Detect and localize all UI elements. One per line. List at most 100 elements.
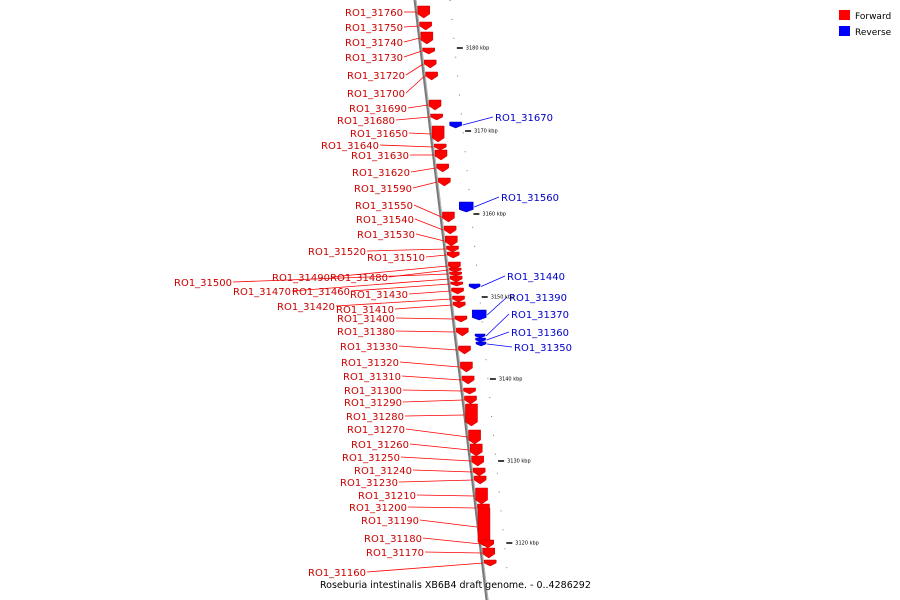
forward-gene-glyph[interactable] bbox=[475, 487, 488, 505]
forward-gene-label[interactable]: RO1_31200 bbox=[349, 503, 407, 514]
forward-gene-glyph[interactable] bbox=[446, 251, 460, 259]
forward-gene-label[interactable]: RO1_31420 bbox=[277, 302, 335, 313]
forward-gene-glyph[interactable] bbox=[449, 275, 463, 283]
reverse-gene-glyph[interactable] bbox=[458, 201, 474, 213]
forward-gene-glyph[interactable] bbox=[458, 345, 471, 355]
forward-gene-glyph[interactable] bbox=[436, 163, 449, 173]
forward-gene-label[interactable]: RO1_31590 bbox=[354, 184, 412, 195]
reverse-gene-label[interactable]: RO1_31390 bbox=[509, 293, 567, 304]
forward-gene-glyph[interactable] bbox=[425, 71, 438, 81]
forward-gene-label[interactable]: RO1_31740 bbox=[345, 38, 403, 49]
forward-gene-glyph[interactable] bbox=[472, 467, 486, 477]
forward-gene-label[interactable]: RO1_31550 bbox=[355, 201, 413, 212]
forward-gene-label[interactable]: RO1_31730 bbox=[345, 53, 403, 64]
reverse-gene-glyph[interactable] bbox=[475, 337, 486, 343]
forward-gene-label[interactable]: RO1_31430 bbox=[350, 290, 408, 301]
forward-gene-label[interactable]: RO1_31210 bbox=[358, 491, 416, 502]
forward-gene-glyph[interactable] bbox=[448, 267, 462, 273]
reverse-gene-glyph[interactable] bbox=[449, 121, 462, 129]
forward-gene-label[interactable]: RO1_31180 bbox=[364, 534, 422, 545]
reverse-gene-label[interactable]: RO1_31360 bbox=[511, 328, 569, 339]
forward-gene-label[interactable]: RO1_31680 bbox=[337, 116, 395, 127]
forward-gene-label[interactable]: RO1_31520 bbox=[308, 247, 366, 258]
forward-gene-glyph[interactable] bbox=[431, 125, 445, 143]
forward-gene-glyph[interactable] bbox=[430, 113, 443, 121]
forward-gene-glyph[interactable] bbox=[434, 149, 448, 161]
forward-gene-label[interactable]: RO1_31460 bbox=[292, 287, 350, 298]
forward-gene-glyph[interactable] bbox=[446, 245, 459, 253]
forward-gene-glyph[interactable] bbox=[452, 295, 465, 303]
reverse-gene-label[interactable]: RO1_31560 bbox=[501, 193, 559, 204]
forward-gene-glyph[interactable] bbox=[460, 361, 473, 373]
forward-gene-label[interactable]: RO1_31470 bbox=[233, 287, 291, 298]
forward-gene-label[interactable]: RO1_31300 bbox=[344, 386, 402, 397]
reverse-gene-label[interactable]: RO1_31670 bbox=[495, 113, 553, 124]
forward-gene-label[interactable]: RO1_31250 bbox=[342, 453, 400, 464]
reverse-gene-label[interactable]: RO1_31440 bbox=[507, 272, 565, 283]
forward-gene-glyph[interactable] bbox=[465, 403, 478, 427]
forward-gene-label[interactable]: RO1_31700 bbox=[347, 89, 405, 100]
forward-gene-label[interactable]: RO1_31280 bbox=[346, 412, 404, 423]
forward-gene-label[interactable]: RO1_31190 bbox=[361, 516, 419, 527]
forward-gene-glyph[interactable] bbox=[468, 429, 481, 445]
forward-gene-label[interactable]: RO1_31500 bbox=[174, 278, 232, 289]
forward-gene-label[interactable]: RO1_31240 bbox=[354, 466, 412, 477]
forward-gene-label[interactable]: RO1_31290 bbox=[344, 398, 402, 409]
reverse-gene-label[interactable]: RO1_31350 bbox=[514, 343, 572, 354]
reverse-gene-glyph[interactable] bbox=[468, 283, 481, 290]
forward-gene-label[interactable]: RO1_31540 bbox=[356, 215, 414, 226]
forward-gene-glyph[interactable] bbox=[434, 143, 447, 151]
forward-gene-label[interactable]: RO1_31690 bbox=[349, 104, 407, 115]
forward-gene-glyph[interactable] bbox=[452, 301, 466, 309]
forward-gene-glyph[interactable] bbox=[463, 387, 476, 395]
forward-gene-glyph[interactable] bbox=[423, 59, 437, 69]
forward-gene-glyph[interactable] bbox=[451, 287, 464, 295]
reverse-gene-label[interactable]: RO1_31370 bbox=[511, 310, 569, 321]
forward-gene-label[interactable]: RO1_31230 bbox=[340, 478, 398, 489]
forward-gene-label[interactable]: RO1_31750 bbox=[345, 23, 403, 34]
forward-gene-glyph[interactable] bbox=[445, 235, 458, 247]
forward-gene-label[interactable]: RO1_31490 bbox=[272, 273, 330, 284]
forward-gene-label[interactable]: RO1_31620 bbox=[352, 168, 410, 179]
forward-gene-label[interactable]: RO1_31310 bbox=[343, 372, 401, 383]
forward-gene-glyph[interactable] bbox=[419, 21, 432, 31]
forward-gene-label[interactable]: RO1_31630 bbox=[351, 151, 409, 162]
forward-gene-glyph[interactable] bbox=[464, 395, 477, 405]
forward-gene-glyph[interactable] bbox=[483, 559, 497, 567]
forward-gene-glyph[interactable] bbox=[450, 281, 464, 287]
forward-gene-glyph[interactable] bbox=[481, 539, 495, 549]
forward-gene-label[interactable]: RO1_31650 bbox=[350, 129, 408, 140]
forward-gene-glyph[interactable] bbox=[473, 475, 487, 485]
forward-gene-label[interactable]: RO1_31510 bbox=[367, 253, 425, 264]
forward-gene-glyph[interactable] bbox=[449, 271, 462, 277]
forward-gene-glyph[interactable] bbox=[454, 315, 468, 323]
forward-gene-label[interactable]: RO1_31170 bbox=[366, 548, 424, 559]
forward-gene-glyph[interactable] bbox=[456, 327, 469, 337]
forward-gene-label[interactable]: RO1_31720 bbox=[347, 71, 405, 82]
forward-gene-label[interactable]: RO1_31400 bbox=[337, 314, 395, 325]
forward-gene-glyph[interactable] bbox=[442, 211, 455, 223]
forward-gene-label[interactable]: RO1_31270 bbox=[347, 425, 405, 436]
forward-gene-label[interactable]: RO1_31330 bbox=[340, 342, 398, 353]
forward-gene-label[interactable]: RO1_31640 bbox=[321, 141, 379, 152]
forward-gene-label[interactable]: RO1_31530 bbox=[357, 230, 415, 241]
forward-gene-glyph[interactable] bbox=[420, 31, 434, 45]
forward-gene-label[interactable]: RO1_31160 bbox=[308, 568, 366, 579]
forward-gene-label[interactable]: RO1_31260 bbox=[351, 440, 409, 451]
reverse-gene-glyph[interactable] bbox=[471, 309, 487, 321]
forward-gene-glyph[interactable] bbox=[438, 177, 451, 187]
forward-gene-label[interactable]: RO1_31320 bbox=[341, 358, 399, 369]
reverse-gene-glyph[interactable] bbox=[474, 333, 486, 339]
forward-gene-glyph[interactable] bbox=[482, 547, 496, 559]
forward-gene-label[interactable]: RO1_31410 bbox=[336, 305, 394, 316]
forward-gene-glyph[interactable] bbox=[470, 443, 483, 457]
forward-gene-label[interactable]: RO1_31380 bbox=[337, 327, 395, 338]
reverse-gene-glyph[interactable] bbox=[475, 341, 487, 347]
forward-gene-label[interactable]: RO1_31760 bbox=[345, 8, 403, 19]
forward-gene-glyph[interactable] bbox=[471, 455, 484, 467]
forward-gene-glyph[interactable] bbox=[443, 225, 457, 235]
forward-gene-glyph[interactable] bbox=[428, 99, 442, 111]
forward-gene-label[interactable]: RO1_31480 bbox=[330, 273, 388, 284]
forward-gene-glyph[interactable] bbox=[461, 375, 475, 385]
forward-gene-glyph[interactable] bbox=[422, 47, 436, 55]
